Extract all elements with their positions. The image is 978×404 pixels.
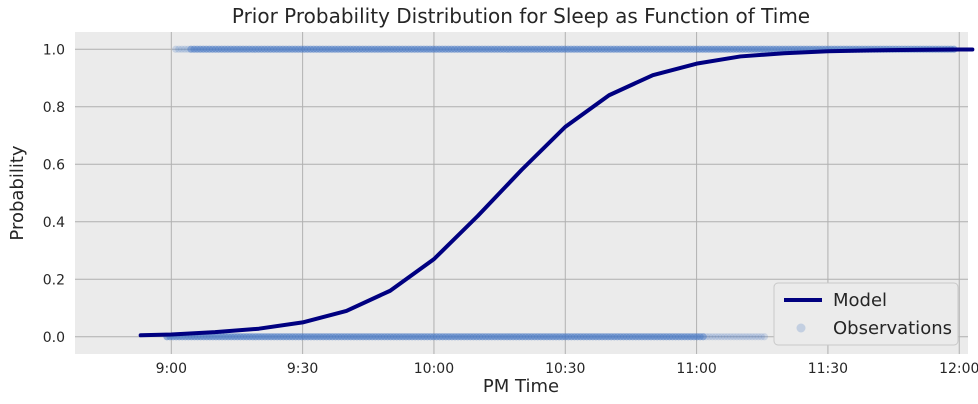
observation-point <box>702 333 710 341</box>
observation-point <box>754 333 762 341</box>
observation-point <box>705 333 713 341</box>
x-tick-label: 11:00 <box>676 361 716 377</box>
y-axis-label: Probability <box>7 145 28 240</box>
observation-point <box>757 333 765 341</box>
model-curve <box>138 47 975 338</box>
y-tick-label: 0.4 <box>43 215 65 231</box>
observation-point <box>742 333 750 341</box>
observation-point <box>711 333 720 341</box>
observation-point <box>733 333 741 341</box>
observation-point <box>751 333 759 341</box>
observation-point <box>178 45 186 53</box>
observation-point <box>730 333 738 341</box>
observation-point <box>721 333 729 341</box>
legend-observations-label: Observations <box>833 318 952 339</box>
observation-point <box>727 333 735 341</box>
chart-title: Prior Probability Distribution for Sleep… <box>232 4 810 28</box>
x-tick-label: 9:30 <box>287 361 318 377</box>
y-tick-label: 0.8 <box>43 100 65 116</box>
observation-point <box>172 45 180 53</box>
observation-point <box>736 333 744 341</box>
legend: Model Observations <box>773 282 959 346</box>
x-tick-label: 9:00 <box>156 361 187 377</box>
observation-point <box>717 333 726 341</box>
legend-model-label: Model <box>833 290 887 311</box>
observation-point <box>714 333 723 341</box>
legend-observations-swatch <box>796 323 806 333</box>
y-tick-label: 1.0 <box>43 42 65 58</box>
observation-point <box>745 333 753 341</box>
observation-point <box>699 333 707 341</box>
x-axis-label: PM Time <box>483 376 559 397</box>
observation-point <box>748 333 756 341</box>
y-tick-label: 0.2 <box>43 272 65 288</box>
observation-point <box>739 333 747 341</box>
x-tick-label: 12:00 <box>939 361 978 377</box>
observation-point <box>760 333 769 341</box>
x-tick-label: 10:00 <box>414 361 454 377</box>
y-tick-label: 0.6 <box>43 157 65 173</box>
observation-point <box>708 333 716 341</box>
observation-point <box>724 333 732 341</box>
x-tick-labels: 9:00 9:30 10:00 10:30 11:00 11:30 12:00 <box>156 361 978 377</box>
x-tick-label: 10:30 <box>545 361 585 377</box>
observation-point <box>175 45 183 53</box>
observation-point <box>181 45 189 53</box>
y-tick-labels: 0.0 0.2 0.4 0.6 0.8 1.0 <box>43 42 65 346</box>
y-tick-label: 0.0 <box>43 330 65 346</box>
x-tick-label: 11:30 <box>808 361 848 377</box>
